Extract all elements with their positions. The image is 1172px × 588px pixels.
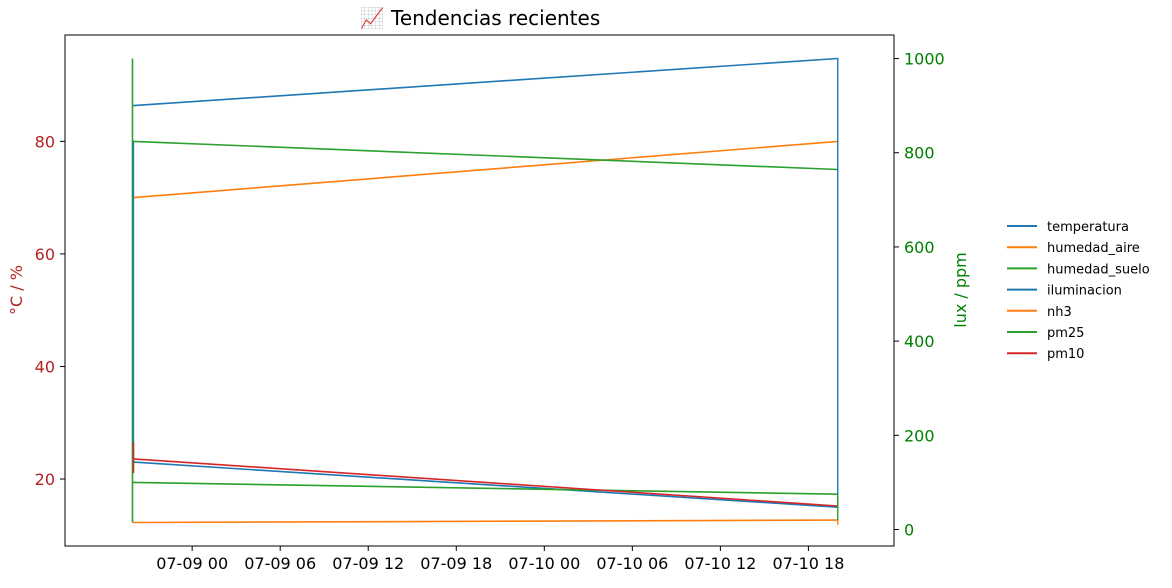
x-tick-label: 07-10 12 <box>684 554 756 573</box>
legend-label-iluminacion: iluminacion <box>1047 284 1122 299</box>
chart-title: 📈 Tendencias recientes <box>360 6 601 30</box>
y-left-axis: 20 40 60 80 <box>35 132 65 489</box>
legend-label-temperatura: temperatura <box>1047 220 1129 235</box>
y-right-axis: 0 200 400 600 800 1000 <box>894 50 945 540</box>
series-line-pm10 <box>133 458 838 507</box>
x-tick-label: 07-10 18 <box>772 554 844 573</box>
x-tick-label: 07-09 06 <box>244 554 316 573</box>
series-line-nh3 <box>133 519 838 524</box>
series-line-pm25 <box>133 481 838 495</box>
y-left-tick-label: 60 <box>35 245 55 264</box>
x-tick-label: 07-10 06 <box>596 554 668 573</box>
y-right-tick-label: 600 <box>904 238 935 257</box>
legend: temperatura humedad_aire humedad_sueloilum… <box>1007 220 1150 362</box>
legend-label-humedad_aire: humedad_aire <box>1047 241 1140 256</box>
legend-label-nh3: nh3 <box>1047 305 1072 320</box>
x-tick-label: 07-10 00 <box>508 554 580 573</box>
series-line-temperatura <box>133 461 838 508</box>
y-left-tick-label: 80 <box>35 132 55 151</box>
y-left-tick-label: 20 <box>35 470 55 489</box>
y-left-axis-label: °C / % <box>7 265 26 315</box>
series-line-iluminacion <box>133 57 838 107</box>
legend-label-humedad_suelo: humedad_suelo <box>1047 262 1150 277</box>
x-tick-label: 07-09 00 <box>156 554 228 573</box>
x-axis: 07-09 00 07-09 06 07-09 12 07-09 18 07-10 00… <box>156 546 844 573</box>
legend-label-pm10: pm10 <box>1047 347 1084 362</box>
x-tick-label: 07-09 12 <box>332 554 404 573</box>
series-layer <box>131 57 839 525</box>
x-tick-label: 07-09 18 <box>420 554 492 573</box>
y-right-tick-label: 1000 <box>904 50 945 69</box>
legend-label-pm25: pm25 <box>1047 326 1084 341</box>
y-left-tick-label: 40 <box>35 357 55 376</box>
y-right-tick-label: 200 <box>904 426 935 445</box>
plot-frame <box>64 34 895 547</box>
series-line-humedad_aire <box>133 140 838 199</box>
y-right-tick-label: 400 <box>904 332 935 351</box>
series-line-humedad_suelo <box>133 140 838 171</box>
y-right-tick-label: 800 <box>904 144 935 163</box>
y-right-tick-label: 0 <box>904 521 914 540</box>
y-right-axis-label: lux / ppm <box>951 252 970 328</box>
